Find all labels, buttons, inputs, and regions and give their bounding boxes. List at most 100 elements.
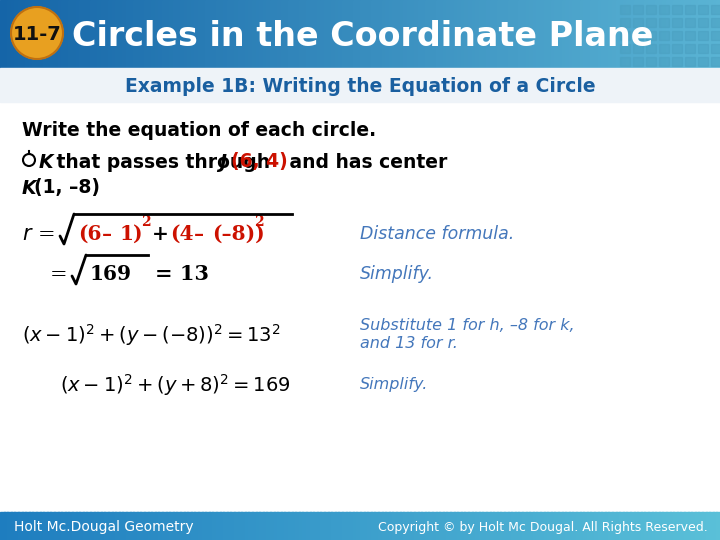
Text: and 13 for r.: and 13 for r. — [360, 336, 458, 352]
Bar — [212, 0, 217, 68]
Bar — [633, 18, 643, 27]
Bar — [461, 512, 465, 540]
Bar — [313, 0, 318, 68]
Bar — [227, 512, 231, 540]
Bar — [187, 512, 192, 540]
Bar — [238, 0, 242, 68]
Bar — [378, 512, 382, 540]
Bar — [295, 0, 300, 68]
Bar — [299, 0, 303, 68]
Bar — [464, 512, 469, 540]
Bar — [90, 0, 94, 68]
Bar — [620, 18, 630, 27]
Bar — [403, 0, 408, 68]
Bar — [97, 0, 102, 68]
Bar — [194, 512, 199, 540]
Text: 2: 2 — [254, 215, 264, 229]
Bar — [646, 57, 656, 66]
Bar — [40, 512, 44, 540]
Bar — [50, 512, 55, 540]
Bar — [439, 512, 444, 540]
Bar — [234, 512, 238, 540]
Bar — [256, 512, 260, 540]
Bar — [418, 512, 422, 540]
Bar — [410, 0, 415, 68]
Bar — [202, 512, 206, 540]
Bar — [685, 31, 695, 40]
Bar — [389, 512, 393, 540]
Bar — [655, 0, 660, 68]
Bar — [158, 512, 163, 540]
Bar — [504, 0, 508, 68]
Bar — [464, 0, 469, 68]
Bar — [216, 0, 220, 68]
Bar — [162, 512, 166, 540]
Text: Example 1B: Writing the Equation of a Circle: Example 1B: Writing the Equation of a Ci… — [125, 77, 595, 96]
Bar — [598, 512, 602, 540]
Bar — [166, 512, 170, 540]
Bar — [428, 0, 433, 68]
Bar — [216, 512, 220, 540]
Bar — [130, 512, 134, 540]
Bar — [281, 0, 285, 68]
Bar — [151, 512, 156, 540]
Bar — [633, 5, 643, 14]
Bar — [252, 0, 256, 68]
Bar — [248, 512, 253, 540]
Bar — [115, 512, 120, 540]
Bar — [576, 512, 580, 540]
Bar — [479, 512, 483, 540]
Bar — [245, 0, 249, 68]
Bar — [672, 57, 682, 66]
Bar — [47, 512, 51, 540]
Bar — [4, 512, 8, 540]
Bar — [310, 512, 314, 540]
Bar — [338, 512, 343, 540]
Bar — [620, 44, 630, 53]
Bar — [457, 512, 462, 540]
Bar — [685, 44, 695, 53]
Bar — [698, 18, 708, 27]
Bar — [76, 0, 80, 68]
Bar — [400, 512, 404, 540]
Bar — [392, 0, 397, 68]
Bar — [371, 0, 375, 68]
Bar — [672, 31, 682, 40]
Bar — [410, 512, 415, 540]
Bar — [295, 512, 300, 540]
Text: 169: 169 — [90, 264, 132, 284]
Bar — [511, 0, 516, 68]
Bar — [583, 512, 588, 540]
Bar — [565, 512, 570, 540]
Bar — [94, 512, 98, 540]
Bar — [652, 0, 656, 68]
Bar — [612, 512, 616, 540]
Bar — [598, 0, 602, 68]
Bar — [684, 512, 688, 540]
Bar — [151, 0, 156, 68]
Bar — [421, 512, 426, 540]
Text: J: J — [219, 152, 226, 172]
Bar — [198, 0, 202, 68]
Bar — [695, 512, 699, 540]
Bar — [389, 0, 393, 68]
Text: Write the equation of each circle.: Write the equation of each circle. — [22, 120, 376, 139]
Bar — [191, 0, 195, 68]
Bar — [443, 0, 447, 68]
Bar — [349, 0, 354, 68]
Text: 11-7: 11-7 — [13, 24, 61, 44]
Bar — [65, 0, 69, 68]
Bar — [342, 0, 346, 68]
Bar — [86, 512, 91, 540]
Text: Holt Mc.Dougal Geometry: Holt Mc.Dougal Geometry — [14, 520, 194, 534]
Bar — [508, 512, 512, 540]
Bar — [443, 512, 447, 540]
Bar — [529, 512, 534, 540]
Bar — [594, 512, 598, 540]
Bar — [36, 512, 40, 540]
Bar — [685, 18, 695, 27]
Bar — [0, 512, 4, 540]
Bar — [302, 0, 307, 68]
Bar — [72, 0, 76, 68]
Bar — [223, 512, 228, 540]
